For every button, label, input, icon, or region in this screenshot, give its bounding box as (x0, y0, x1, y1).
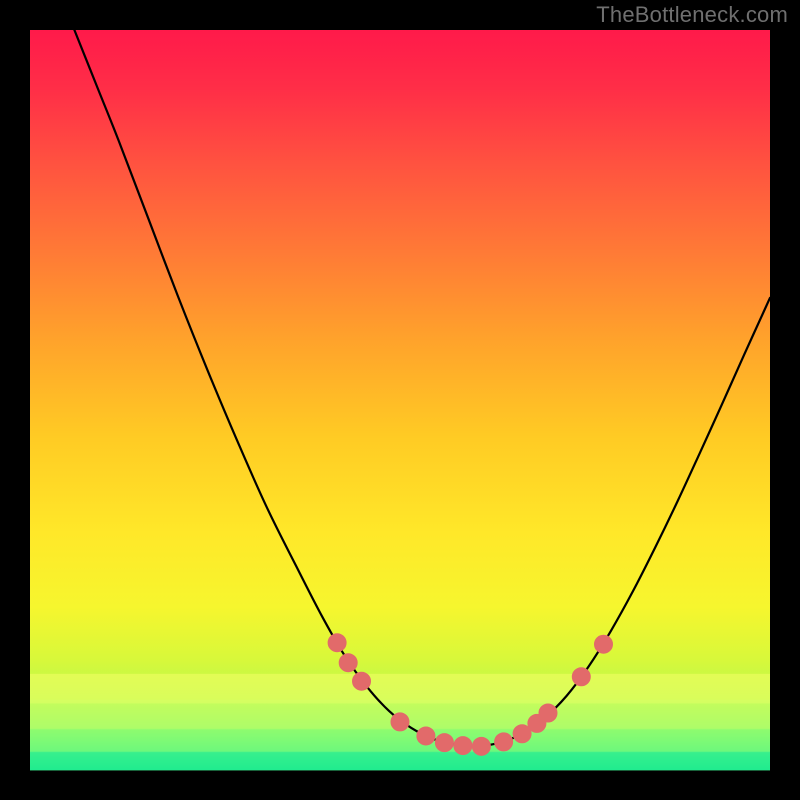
marker-point-3 (391, 713, 409, 731)
marker-point-4 (417, 727, 435, 745)
chart-stage: TheBottleneck.com (0, 0, 800, 800)
band-3 (30, 752, 770, 771)
marker-point-2 (353, 672, 371, 690)
watermark-label: TheBottleneck.com (596, 2, 788, 28)
marker-point-6 (454, 737, 472, 755)
marker-point-13 (595, 635, 613, 653)
band-0 (30, 674, 770, 704)
marker-point-7 (472, 737, 490, 755)
marker-point-8 (495, 733, 513, 751)
marker-point-11 (539, 704, 557, 722)
marker-point-5 (435, 734, 453, 752)
bottleneck-curve-chart (0, 0, 800, 800)
marker-point-1 (339, 654, 357, 672)
marker-point-0 (328, 634, 346, 652)
band-2 (30, 729, 770, 753)
marker-point-12 (572, 668, 590, 686)
plot-background (30, 30, 770, 770)
